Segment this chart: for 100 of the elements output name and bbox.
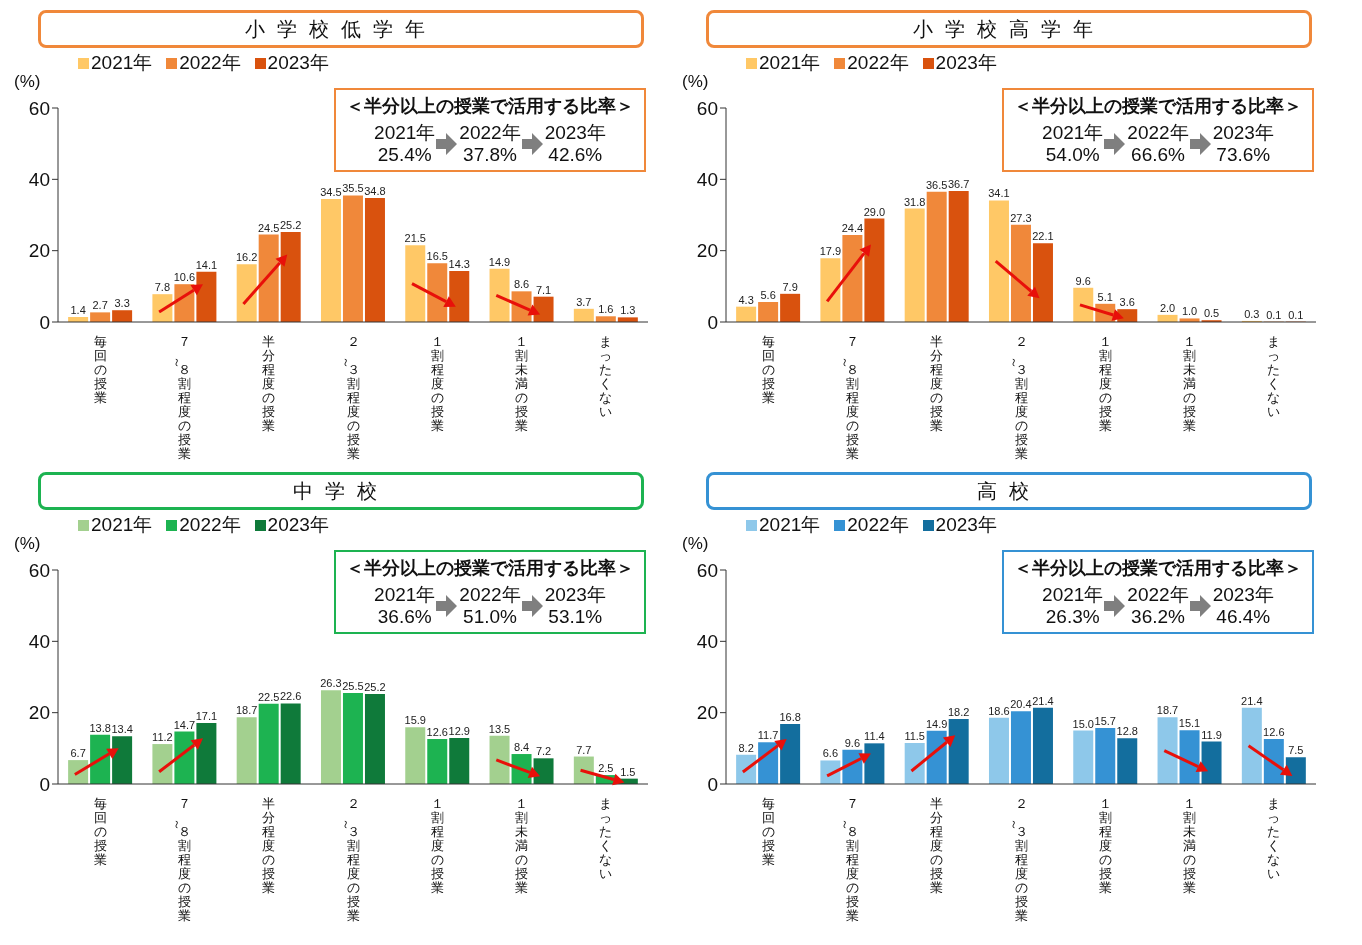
data-label: 11.4 bbox=[864, 730, 885, 743]
data-label: 1.4 bbox=[70, 304, 86, 317]
data-label: 0.1 bbox=[1288, 308, 1304, 321]
annotation: 66.6% bbox=[1130, 144, 1186, 166]
x-tick-label: まったくない bbox=[599, 796, 613, 881]
annotation: 2022年 bbox=[459, 584, 521, 606]
data-label: 26.3 bbox=[320, 677, 342, 690]
data-label: 7.9 bbox=[782, 280, 798, 293]
data-label: 21.5 bbox=[404, 232, 426, 245]
data-label: 2.5 bbox=[598, 762, 614, 775]
x-tick-label: １割未満の授業 bbox=[515, 796, 529, 895]
data-label: 36.7 bbox=[947, 178, 970, 191]
annotation: 2021年 bbox=[374, 122, 436, 144]
y-tick-label: 0 bbox=[39, 311, 50, 333]
data-label: 7.2 bbox=[535, 745, 552, 758]
data-label: 2.7 bbox=[92, 299, 108, 312]
y-tick-label: 60 bbox=[28, 97, 50, 119]
annotation: 51.0% bbox=[462, 606, 518, 628]
x-tick-label: １割未満の授業 bbox=[515, 334, 529, 433]
data-label: 22.5 bbox=[257, 690, 280, 703]
legend-label: 2021年 bbox=[90, 51, 153, 75]
data-label: 29.0 bbox=[863, 205, 886, 218]
data-label: 14.7 bbox=[173, 718, 196, 731]
data-label: 21.4 bbox=[1032, 694, 1054, 707]
y-tick-label: 20 bbox=[28, 240, 50, 262]
data-label: 14.9 bbox=[925, 717, 948, 730]
y-tick-label: 60 bbox=[696, 97, 718, 119]
y-tick-label: 40 bbox=[696, 169, 718, 191]
data-label: 8.2 bbox=[738, 741, 754, 754]
data-label: 7.1 bbox=[535, 283, 552, 296]
annotation: 2022年 bbox=[1127, 584, 1189, 606]
data-label: 9.6 bbox=[844, 736, 861, 749]
x-tick-label: 半分程度の授業 bbox=[262, 796, 276, 895]
data-label: 25.2 bbox=[279, 219, 302, 232]
chart-title: 小学校高学年 bbox=[706, 10, 1312, 48]
y-axis-title: (%) bbox=[14, 72, 41, 92]
y-tick-label: 40 bbox=[28, 631, 50, 653]
y-tick-label: 60 bbox=[696, 559, 718, 581]
x-tick-label: １割程度の授業 bbox=[430, 796, 444, 895]
category-label: ７～８割程度の授業 bbox=[837, 796, 859, 923]
category-label: ２～３割程度の授業 bbox=[338, 334, 360, 461]
data-label: 34.1 bbox=[988, 187, 1010, 200]
data-label: 17.1 bbox=[195, 710, 218, 723]
data-label: 13.4 bbox=[111, 723, 133, 736]
legend-label: 2022年 bbox=[846, 51, 909, 75]
y-tick-label: 0 bbox=[707, 773, 718, 795]
category-label: ２～３割程度の授業 bbox=[1006, 334, 1028, 461]
y-axis-title: (%) bbox=[682, 72, 709, 92]
annotation: 2021年 bbox=[374, 584, 436, 606]
category-label: ７～８割程度の授業 bbox=[169, 334, 191, 461]
y-tick-label: 40 bbox=[696, 631, 718, 653]
annotation: 46.4% bbox=[1215, 606, 1272, 628]
legend-label: 2022年 bbox=[178, 513, 241, 537]
x-tick-label: 半分程度の授業 bbox=[930, 334, 944, 433]
x-tick-label: まったくない bbox=[1267, 796, 1281, 881]
category-label: ７～８割程度の授業 bbox=[837, 334, 859, 461]
legend-label: 2023年 bbox=[934, 513, 997, 537]
legend-label: 2021年 bbox=[758, 51, 821, 75]
data-label: 22.1 bbox=[1032, 230, 1054, 243]
data-label: 35.5 bbox=[342, 182, 364, 195]
x-tick-label: 毎回の授業 bbox=[93, 334, 107, 405]
data-label: 24.5 bbox=[257, 221, 280, 234]
x-tick-label: まったくない bbox=[1267, 334, 1281, 419]
data-label: 34.5 bbox=[320, 185, 342, 198]
data-label: 8.4 bbox=[513, 741, 530, 754]
data-label: 27.3 bbox=[1010, 211, 1032, 224]
data-label: 8.6 bbox=[513, 278, 530, 291]
data-label: 0.3 bbox=[1244, 307, 1260, 320]
data-label: 0.5 bbox=[1203, 307, 1220, 320]
data-label: 25.5 bbox=[342, 680, 364, 693]
annotation: 2023年 bbox=[1212, 122, 1274, 144]
y-tick-label: 40 bbox=[28, 169, 50, 191]
x-tick-label: 半分程度の授業 bbox=[930, 796, 944, 895]
annotation: ＜半分以上の授業で活用する比率＞ bbox=[346, 557, 634, 580]
annotation: 25.4% bbox=[376, 144, 433, 166]
data-label: 9.6 bbox=[1075, 274, 1091, 287]
data-label: 31.8 bbox=[903, 195, 926, 208]
data-label: 0.1 bbox=[1266, 308, 1282, 321]
chart-title: 高校 bbox=[706, 472, 1312, 510]
data-label: 1.0 bbox=[1181, 305, 1198, 318]
data-label: 2.0 bbox=[1159, 301, 1176, 314]
annotation: ＜半分以上の授業で活用する比率＞ bbox=[1014, 95, 1302, 118]
y-tick-label: 60 bbox=[28, 559, 50, 581]
legend-label: 2022年 bbox=[846, 513, 909, 537]
data-label: 12.9 bbox=[448, 724, 470, 737]
data-label: 20.4 bbox=[1010, 698, 1032, 711]
annotation: 73.6% bbox=[1215, 144, 1272, 166]
x-tick-label: 半分程度の授業 bbox=[262, 334, 276, 433]
data-label: 18.2 bbox=[947, 706, 970, 719]
data-label: 7.8 bbox=[154, 281, 171, 294]
legend-label: 2023年 bbox=[266, 51, 329, 75]
data-label: 10.6 bbox=[173, 271, 196, 284]
y-axis-title: (%) bbox=[682, 534, 709, 554]
x-tick-label: １割未満の授業 bbox=[1183, 796, 1197, 895]
data-label: 18.7 bbox=[1156, 704, 1179, 717]
data-label: 16.8 bbox=[779, 711, 801, 724]
x-tick-label: まったくない bbox=[599, 334, 613, 419]
annotation: 2023年 bbox=[544, 122, 606, 144]
data-label: 1.3 bbox=[620, 304, 636, 317]
data-label: 16.5 bbox=[426, 250, 448, 263]
